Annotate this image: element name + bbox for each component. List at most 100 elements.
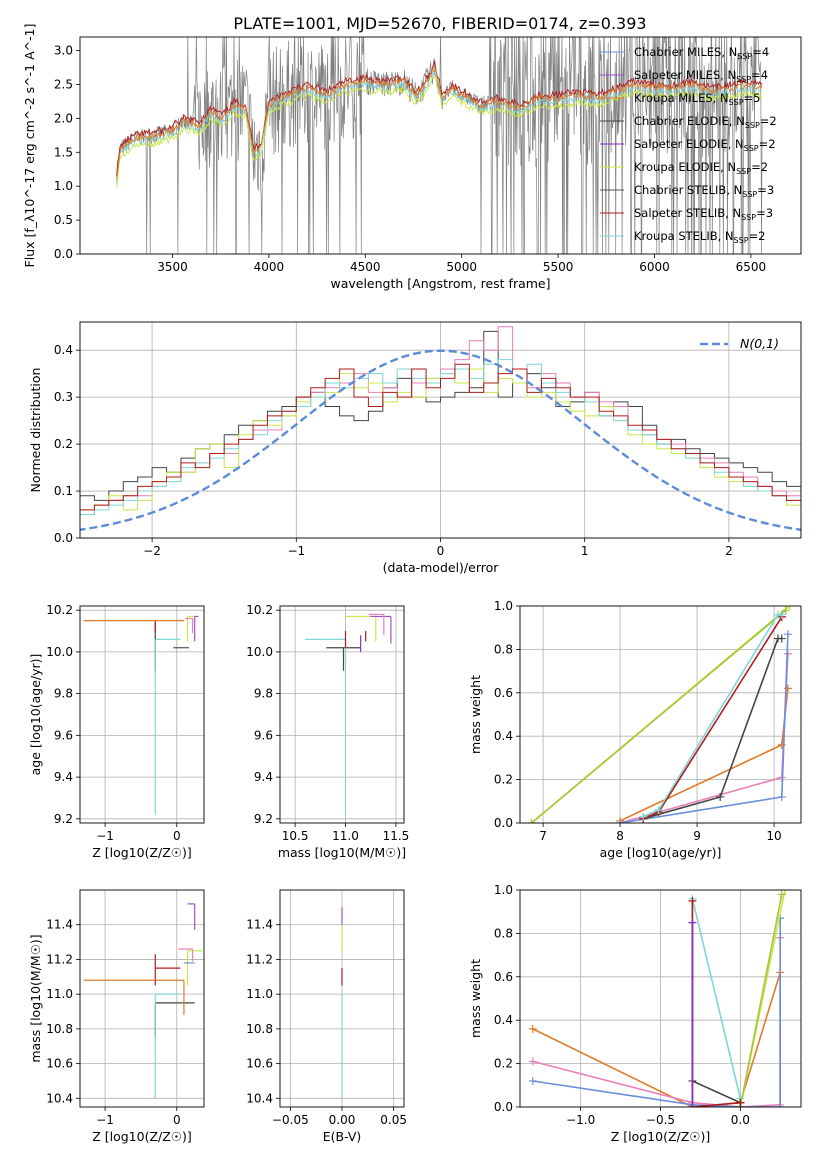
y-tick-label: 9.8 (254, 687, 273, 701)
x-tick-label: 10.5 (282, 829, 309, 843)
y-tick-label: 11.2 (246, 952, 273, 966)
mass-weight-marker (776, 1103, 785, 1107)
y-tick-label: 11.2 (46, 952, 73, 966)
mass-weight-marker (639, 812, 648, 821)
y-tick-label: 9.6 (54, 728, 73, 742)
mass-weight-marker (688, 918, 697, 927)
spectrum-model-line (116, 69, 763, 183)
x-axis-label: Z [log10(Z/Z☉)] (92, 845, 192, 860)
y-tick-label: 1.0 (494, 883, 513, 897)
axes-frame (79, 321, 802, 539)
plot-area-spectrum (116, 37, 763, 254)
mass-weight-marker (736, 1098, 745, 1107)
x-tick-label: −0.5 (646, 1113, 675, 1127)
y-tick-label: 0.4 (494, 1013, 513, 1027)
panel-mass_vs_ebv: −0.05 0.00 0.05 10.4 10.6 10.8 11.0 11.2 11.4 E(B… (246, 889, 407, 1144)
x-tick-label: −0.05 (272, 1113, 309, 1127)
y-axis-label: mass [log10(M/M☉)] (28, 934, 43, 1062)
y-tick-label: 11.0 (46, 987, 73, 1001)
y-tick-label: 10.0 (46, 645, 73, 659)
mass-weight-marker (783, 630, 792, 639)
mass-weight-line (691, 922, 742, 1107)
legend-label: Kroupa ELODIE, NSSP=2 (634, 160, 768, 176)
y-tick-label: 11.0 (246, 987, 273, 1001)
spectrum-model-line (116, 76, 763, 188)
errorbar-point (154, 993, 181, 1099)
histogram-series (80, 363, 801, 516)
errorbar-point (185, 617, 194, 634)
errorbar-point (370, 615, 392, 644)
legend-label: Chabrier STELIB, NSSP=3 (634, 183, 774, 199)
y-tick-label: 10.6 (46, 1057, 73, 1071)
gaussian-curve (80, 349, 801, 532)
errorbar-point (186, 615, 195, 642)
x-tick-label: −1 (287, 544, 305, 558)
plot-area-age_vs_Z (83, 615, 199, 815)
y-tick-label: 10.4 (46, 1091, 73, 1105)
errorbar-point (305, 638, 347, 815)
y-axis-label: mass weight (468, 959, 483, 1038)
plot-area-mass_weight_vs_Z (528, 890, 790, 1107)
errorbar-point (187, 903, 196, 930)
mass-weight-marker (528, 1076, 537, 1085)
x-tick-label: 0.0 (731, 1113, 750, 1127)
y-tick-label: 0.5 (54, 213, 73, 227)
x-tick-label: 5000 (446, 260, 477, 274)
y-tick-label: 10.8 (46, 1022, 73, 1036)
y-axis-label: age [log10(age/yr)] (28, 654, 43, 776)
y-tick-label: 0.0 (494, 816, 513, 830)
mass-weight-marker (528, 1057, 537, 1066)
x-tick-label: −1 (96, 1113, 114, 1127)
histogram-series (80, 330, 801, 501)
y-axis-label: Normed distribution (28, 368, 43, 493)
x-axis-label: mass [log10(M/M☉)] (278, 845, 406, 860)
mass-weight-line (530, 609, 787, 823)
spectrum-model-line (116, 67, 763, 180)
x-axis-label: age [log10(age/yr)] (600, 845, 722, 860)
x-tick-label: 11.5 (383, 829, 410, 843)
y-tick-label: 0.8 (494, 926, 513, 940)
histogram-series (80, 326, 801, 516)
x-tick-label: 2 (725, 544, 733, 558)
mass-weight-line (739, 894, 783, 1107)
errorbar-point (154, 638, 181, 815)
errorbar-point (186, 950, 202, 986)
mass-weight-line (642, 637, 782, 820)
errorbar-point (178, 948, 194, 962)
x-tick-label: 9 (693, 829, 701, 843)
mass-weight-marker (527, 819, 536, 823)
legend-label: Chabrier MILES, NSSP=4 (634, 45, 769, 61)
y-axis-label: mass weight (468, 675, 483, 754)
axes-frame (519, 889, 802, 1108)
panel-age_vs_Z: −1 0 9.2 9.4 9.6 9.8 10.0 10.2 Z [log10(Z/Z☉)] ag… (28, 603, 205, 860)
y-tick-label: 0.6 (494, 970, 513, 984)
x-tick-label: 3500 (157, 260, 188, 274)
mass-weight-line (532, 937, 782, 1107)
panel-mass_vs_Z: −1 0 10.4 10.6 10.8 11.0 11.2 11.4 Z [log10(Z/Z☉… (28, 889, 205, 1144)
x-axis-label: Z [log10(Z/Z☉)] (92, 1129, 192, 1144)
y-tick-label: 2.0 (54, 111, 73, 125)
panels-group: 3500 4000 4500 5000 5500 6000 6500 0.0 0.5 1.0 1.5… (22, 24, 802, 1144)
x-axis-label: E(B-V) (323, 1129, 362, 1144)
panel-age_vs_mass: 10.5 11.0 11.5 9.2 9.4 9.6 9.8 10.0 10.2 mass [lo… (246, 603, 409, 860)
x-tick-label: 1 (581, 544, 589, 558)
panel-mass_weight_vs_age: 7 8 9 10 0.0 0.2 0.4 0.6 0.8 1.0 age [log10(age/yr… (468, 599, 802, 860)
y-tick-label: 0.4 (54, 343, 73, 357)
x-tick-label: 10 (766, 829, 781, 843)
mass-weight-marker (785, 606, 794, 610)
legend-label: Kroupa MILES, NSSP=5 (634, 91, 760, 107)
legend-label: Salpeter MILES, NSSP=4 (634, 68, 768, 84)
x-tick-label: 11.0 (332, 829, 359, 843)
mass-weight-line (642, 616, 783, 820)
mass-weight-marker (777, 792, 786, 801)
x-axis-label: wavelength [Angstrom, rest frame] (330, 276, 550, 291)
y-tick-label: 9.4 (254, 770, 273, 784)
y-tick-label: 1.5 (54, 145, 73, 159)
axes-frame (79, 889, 205, 1108)
legend-label: Salpeter ELODIE, NSSP=2 (634, 137, 776, 153)
mass-weight-marker (777, 890, 786, 899)
y-tick-label: 2.5 (54, 77, 73, 91)
y-tick-label: 10.6 (246, 1057, 273, 1071)
x-axis-label: (data-model)/error (383, 560, 500, 575)
mass-weight-marker (654, 805, 663, 814)
